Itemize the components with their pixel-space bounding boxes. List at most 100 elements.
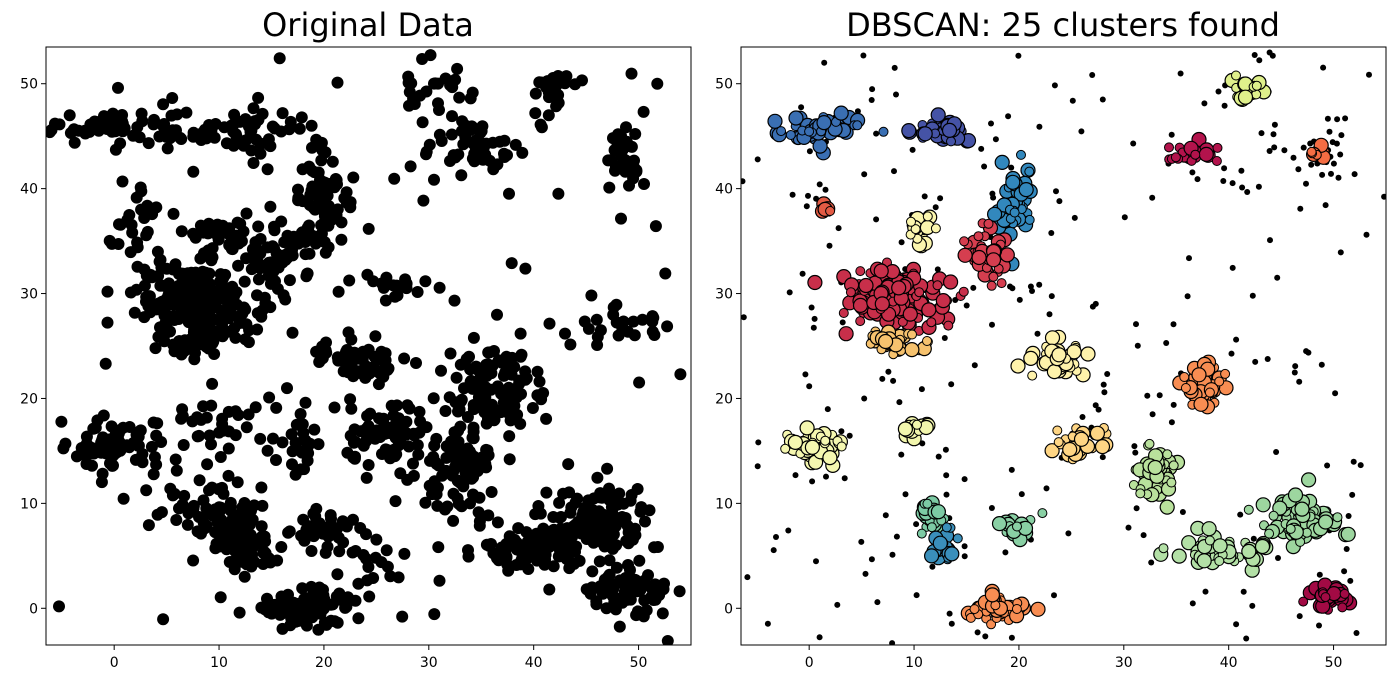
noise-point (806, 148, 813, 155)
data-point (624, 494, 637, 507)
data-point (290, 418, 303, 431)
data-point (432, 541, 445, 554)
noise-point (988, 505, 995, 511)
data-point (282, 526, 295, 539)
data-point (460, 353, 473, 365)
noise-point (1303, 180, 1309, 187)
cluster-point (1298, 596, 1309, 607)
cluster-point (1164, 142, 1174, 153)
data-point (153, 130, 166, 143)
data-point (497, 369, 510, 382)
data-point (467, 331, 480, 344)
noise-point (1326, 128, 1333, 135)
noise-point (943, 472, 950, 479)
cluster-point (910, 224, 921, 235)
data-point (563, 562, 576, 575)
data-point (357, 549, 370, 561)
cluster-point (1024, 214, 1035, 225)
cluster-point (812, 138, 828, 154)
noise-point (846, 432, 853, 439)
data-point (309, 237, 322, 250)
data-point (457, 138, 470, 151)
data-point (616, 511, 629, 523)
data-point (270, 454, 282, 466)
data-point (514, 417, 527, 430)
data-point (171, 108, 184, 121)
data-point (150, 458, 163, 471)
cluster-point (1012, 521, 1022, 532)
noise-point (913, 592, 920, 599)
cluster-point (1037, 508, 1048, 519)
data-point (209, 118, 222, 130)
noise-point (873, 216, 880, 223)
noise-point (1316, 622, 1322, 629)
data-point (158, 118, 171, 130)
data-point (435, 364, 447, 377)
data-point (295, 111, 308, 124)
noise-point (1008, 466, 1015, 473)
noise-point (1168, 131, 1175, 138)
noise-point (1130, 140, 1137, 147)
data-point (389, 495, 402, 508)
data-point (582, 494, 595, 507)
data-point (578, 315, 591, 328)
data-point (97, 435, 110, 448)
data-point (303, 437, 316, 450)
data-point (331, 203, 344, 216)
noise-point (1266, 148, 1273, 154)
cluster-point (969, 604, 980, 615)
cluster-point (912, 419, 922, 430)
data-point (222, 405, 235, 418)
data-point (277, 249, 290, 262)
data-point (482, 346, 495, 359)
noise-point (1095, 406, 1102, 413)
data-point (284, 115, 297, 128)
cluster-point (776, 126, 787, 137)
data-point (203, 267, 216, 280)
data-point (55, 415, 68, 428)
data-point (542, 109, 555, 122)
data-point (357, 439, 370, 452)
data-point (232, 259, 245, 272)
data-point (519, 262, 532, 275)
data-point (467, 399, 480, 411)
data-point (117, 492, 130, 505)
data-point (101, 285, 114, 298)
cluster-5 (807, 257, 969, 342)
data-point (439, 405, 452, 417)
data-point (238, 570, 251, 583)
noise-point (1079, 414, 1086, 420)
cluster-point (1180, 383, 1191, 393)
data-point (448, 294, 461, 307)
noise-point (1229, 264, 1236, 271)
data-point (398, 352, 411, 365)
noise-point (1189, 600, 1196, 607)
dbscan-panel: DBSCAN: 25 clusters found 0 10 20 30 40 50 0 10… (715, 6, 1387, 671)
data-point (177, 338, 190, 351)
data-point (473, 519, 486, 532)
data-point (416, 53, 429, 65)
data-point (629, 522, 642, 535)
noise-point (1308, 161, 1315, 168)
cluster-point (1080, 346, 1096, 362)
noise-point (1221, 165, 1228, 172)
noise-point (1295, 166, 1302, 173)
data-point (157, 613, 170, 626)
data-point (382, 362, 395, 375)
noise-point (1168, 419, 1175, 426)
cluster-point (914, 287, 925, 298)
noise-point (1334, 116, 1341, 123)
noise-point (989, 321, 995, 328)
data-point (578, 517, 591, 530)
data-point (235, 235, 248, 248)
data-point (615, 129, 627, 142)
noise-point (754, 156, 761, 163)
noise-point (1036, 281, 1043, 288)
noise-point (1332, 390, 1339, 397)
data-point (320, 618, 333, 631)
data-point (162, 277, 175, 290)
cluster-point (944, 546, 960, 562)
data-point (197, 494, 210, 507)
data-point (602, 154, 615, 167)
data-point (95, 446, 108, 459)
